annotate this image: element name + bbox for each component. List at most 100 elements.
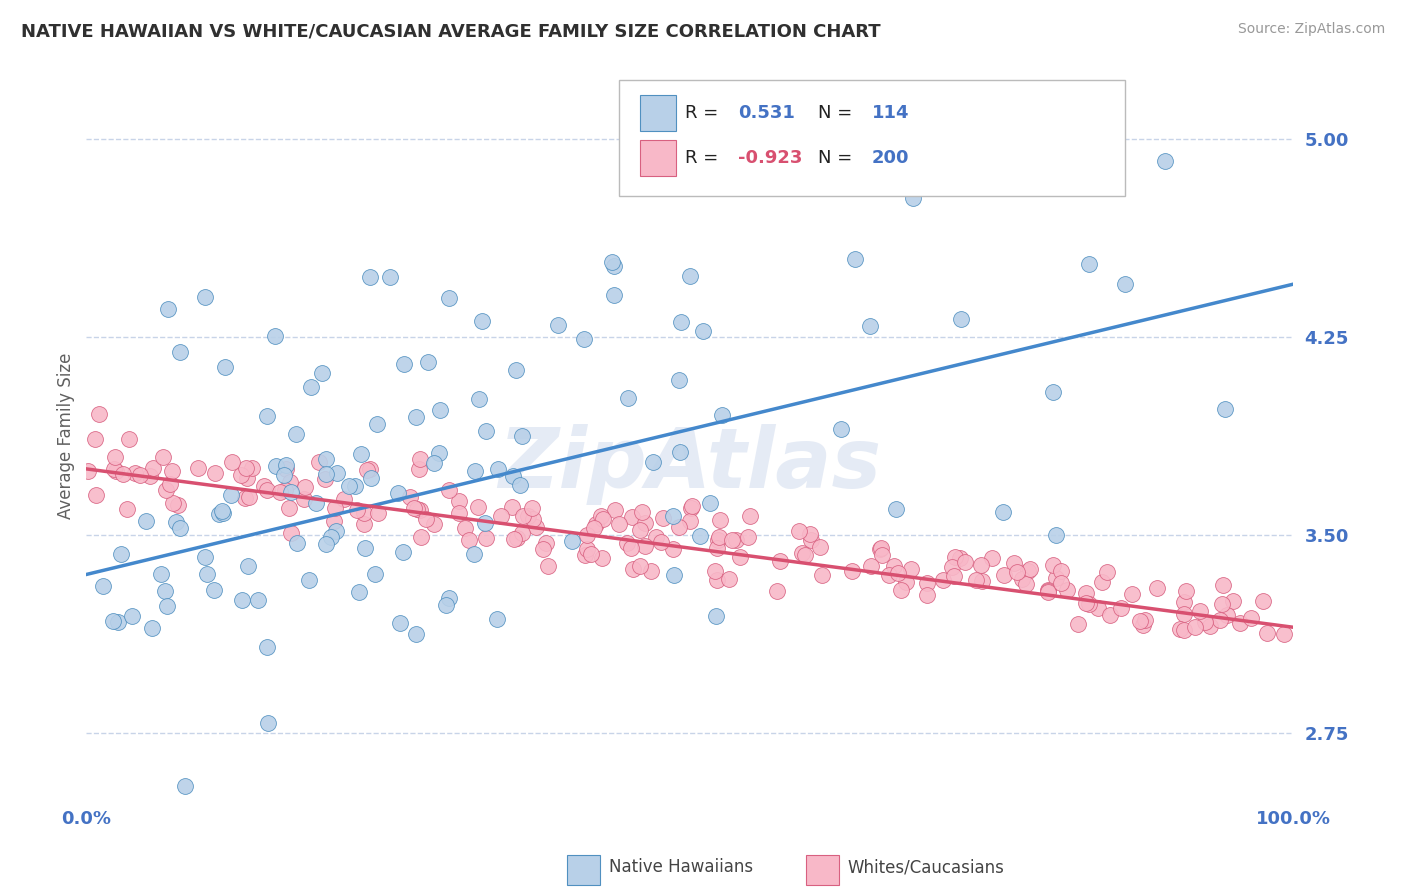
Point xyxy=(354,541,377,555)
Point xyxy=(603,288,626,302)
Point xyxy=(87,407,110,421)
Point xyxy=(1222,594,1244,608)
Point xyxy=(1146,581,1168,595)
Point xyxy=(77,464,100,478)
Point xyxy=(167,498,190,512)
Point xyxy=(501,500,523,515)
Point xyxy=(704,565,727,579)
Point xyxy=(194,550,217,565)
Point xyxy=(489,508,512,523)
Point xyxy=(630,559,652,574)
Point xyxy=(235,461,257,475)
Point xyxy=(1036,582,1059,597)
Point xyxy=(229,468,252,483)
Point xyxy=(1014,577,1036,591)
Point xyxy=(1132,618,1154,632)
Point xyxy=(467,392,489,406)
Point xyxy=(211,503,233,517)
Point xyxy=(350,447,373,461)
Point xyxy=(669,315,692,329)
Text: -0.923: -0.923 xyxy=(738,149,803,167)
Point xyxy=(415,512,437,526)
Point xyxy=(941,560,963,574)
Point xyxy=(704,608,727,623)
Point xyxy=(582,521,605,535)
Point xyxy=(238,491,260,505)
Point xyxy=(628,523,651,537)
Point xyxy=(110,547,132,561)
Point xyxy=(679,515,702,529)
Point xyxy=(650,535,672,549)
Text: Native Hawaiians: Native Hawaiians xyxy=(609,858,754,876)
Point xyxy=(486,461,509,475)
Point xyxy=(1066,616,1088,631)
Point xyxy=(404,500,426,515)
Point xyxy=(534,536,557,550)
Point xyxy=(264,329,287,343)
Point xyxy=(1042,558,1064,572)
Point xyxy=(139,469,162,483)
Point xyxy=(993,568,1015,582)
Point xyxy=(1087,600,1109,615)
Point xyxy=(709,530,731,544)
Point xyxy=(264,459,287,474)
Point xyxy=(91,579,114,593)
Point xyxy=(1256,625,1278,640)
Point xyxy=(359,270,381,285)
Point xyxy=(187,461,209,475)
Point xyxy=(387,486,409,500)
Point xyxy=(274,483,297,497)
Point xyxy=(278,500,301,515)
Point xyxy=(1216,607,1239,622)
Point xyxy=(725,533,748,548)
Text: NATIVE HAWAIIAN VS WHITE/CAUCASIAN AVERAGE FAMILY SIZE CORRELATION CHART: NATIVE HAWAIIAN VS WHITE/CAUCASIAN AVERA… xyxy=(21,22,880,40)
Point xyxy=(325,524,347,538)
Point xyxy=(869,541,891,556)
Point xyxy=(236,471,259,485)
Point xyxy=(1074,596,1097,610)
Point xyxy=(524,520,547,534)
Point xyxy=(429,446,451,460)
Point xyxy=(1078,257,1101,271)
Point xyxy=(359,462,381,476)
Point xyxy=(870,549,893,563)
Point xyxy=(280,484,302,499)
Point xyxy=(367,506,389,520)
Point xyxy=(607,516,630,531)
Point xyxy=(1209,613,1232,627)
Point xyxy=(561,533,583,548)
Point xyxy=(392,545,415,559)
Point xyxy=(1076,586,1098,600)
Point xyxy=(662,509,685,524)
Point xyxy=(195,566,218,581)
Point xyxy=(631,505,654,519)
Point xyxy=(800,533,823,547)
Point xyxy=(1212,577,1234,591)
Point xyxy=(169,344,191,359)
Text: 114: 114 xyxy=(872,104,910,122)
Point xyxy=(1019,562,1042,576)
Point xyxy=(870,541,893,556)
Text: ZipAtlas: ZipAtlas xyxy=(498,425,882,506)
Point xyxy=(602,259,624,273)
Point xyxy=(129,467,152,482)
Point xyxy=(1240,610,1263,624)
Point xyxy=(576,542,599,557)
Point xyxy=(112,467,135,481)
Point xyxy=(950,311,973,326)
Point xyxy=(285,427,308,442)
Point xyxy=(454,521,477,535)
Point xyxy=(311,366,333,380)
Point xyxy=(1109,600,1132,615)
Point xyxy=(506,531,529,545)
Point xyxy=(887,566,910,581)
Point xyxy=(447,506,470,520)
Text: N =: N = xyxy=(818,104,852,122)
Point xyxy=(107,615,129,630)
Point xyxy=(706,573,728,587)
Point xyxy=(901,191,924,205)
Point xyxy=(661,542,683,557)
Point xyxy=(1154,154,1177,169)
Point xyxy=(981,551,1004,566)
Point xyxy=(585,517,607,532)
